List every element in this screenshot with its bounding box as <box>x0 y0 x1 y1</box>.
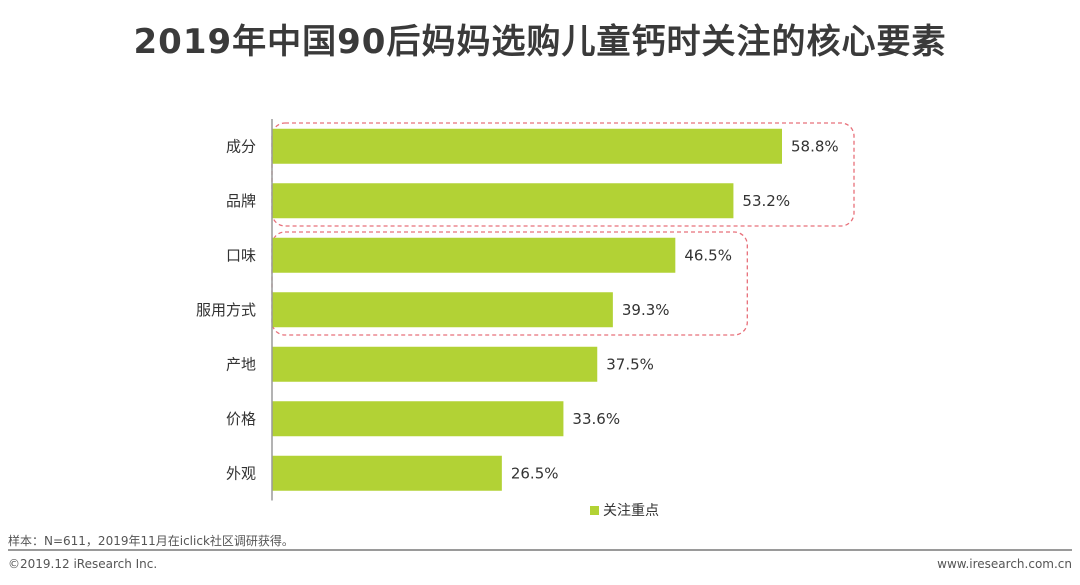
data-label-5: 37.5% <box>606 355 654 373</box>
bar-7 <box>272 455 502 491</box>
bar-5 <box>272 346 598 382</box>
category-label-3: 口味 <box>226 246 256 264</box>
category-label-6: 价格 <box>226 410 256 428</box>
bar-4 <box>272 292 613 328</box>
sample-note: 样本：N=611，2019年11月在iclick社区调研获得。 <box>8 534 294 548</box>
data-label-2: 53.2% <box>742 192 790 210</box>
legend-swatch <box>590 506 599 515</box>
data-label-7: 26.5% <box>511 464 559 482</box>
footer-divider <box>8 549 1072 551</box>
bar-2 <box>272 183 734 219</box>
data-label-3: 46.5% <box>684 246 732 264</box>
category-label-1: 成分 <box>226 137 256 155</box>
copyright-text: ©2019.12 iResearch Inc. <box>8 557 158 571</box>
category-label-5: 产地 <box>226 355 256 373</box>
category-label-2: 品牌 <box>226 192 256 210</box>
legend-label: 关注重点 <box>603 503 659 519</box>
data-label-6: 33.6% <box>572 410 620 428</box>
chart-title: 2019年中国90后妈妈选购儿童钙时关注的核心要素 <box>133 22 947 62</box>
bar-chart: 58.8% 成分 53.2% 品牌 46.5% 口味 39.3% 服用方式 37.5% 产地 33.… <box>196 119 855 519</box>
category-label-4: 服用方式 <box>196 301 256 319</box>
category-label-7: 外观 <box>226 464 256 482</box>
website-link[interactable]: www.iresearch.com.cn <box>937 557 1072 571</box>
data-label-1: 58.8% <box>791 137 839 155</box>
bar-1 <box>272 128 782 164</box>
bar-6 <box>272 401 564 437</box>
bar-3 <box>272 237 676 273</box>
data-label-4: 39.3% <box>622 301 670 319</box>
